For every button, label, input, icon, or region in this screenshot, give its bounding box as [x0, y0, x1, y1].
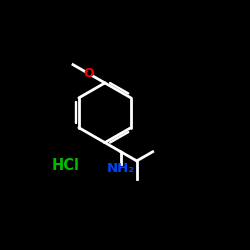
Text: O: O [84, 67, 94, 80]
Text: NH₂: NH₂ [107, 162, 135, 175]
Text: HCl: HCl [51, 158, 79, 173]
